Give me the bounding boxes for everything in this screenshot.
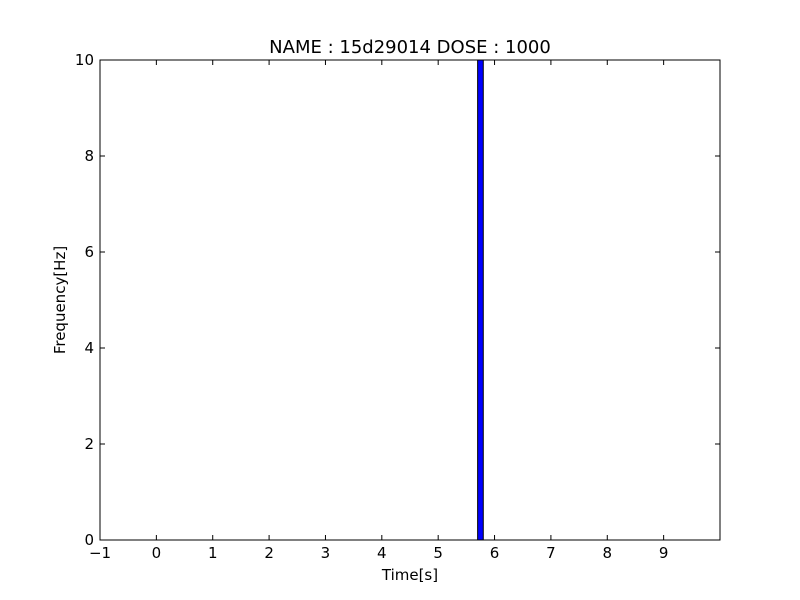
x-axis-label: Time[s] [381,566,438,584]
x-tick-label: 2 [264,544,274,562]
bar-0 [477,59,484,541]
x-tick-label: 7 [546,544,556,562]
x-tick-label: 1 [208,544,218,562]
x-tick-label: 4 [377,544,387,562]
x-tick-label: 9 [659,544,669,562]
y-tick-label: 0 [84,531,94,549]
plot-area-frame [99,59,721,541]
x-tick-label: 3 [321,544,331,562]
y-tick-label: 6 [84,243,94,261]
bars-layer [477,59,484,541]
chart-title: NAME : 15d29014 DOSE : 1000 [269,37,551,58]
x-tick-label: 8 [602,544,612,562]
x-tick-label: 6 [490,544,500,562]
y-tick-label: 4 [84,339,94,357]
y-axis-label: Frequency[Hz] [51,246,69,354]
y-tick-label: 10 [75,51,94,69]
x-tick-label: 0 [152,544,162,562]
y-tick-label: 2 [84,435,94,453]
x-tick-label: −1 [89,544,111,562]
y-tick-label: 8 [84,147,94,165]
x-tick-label: 5 [433,544,443,562]
